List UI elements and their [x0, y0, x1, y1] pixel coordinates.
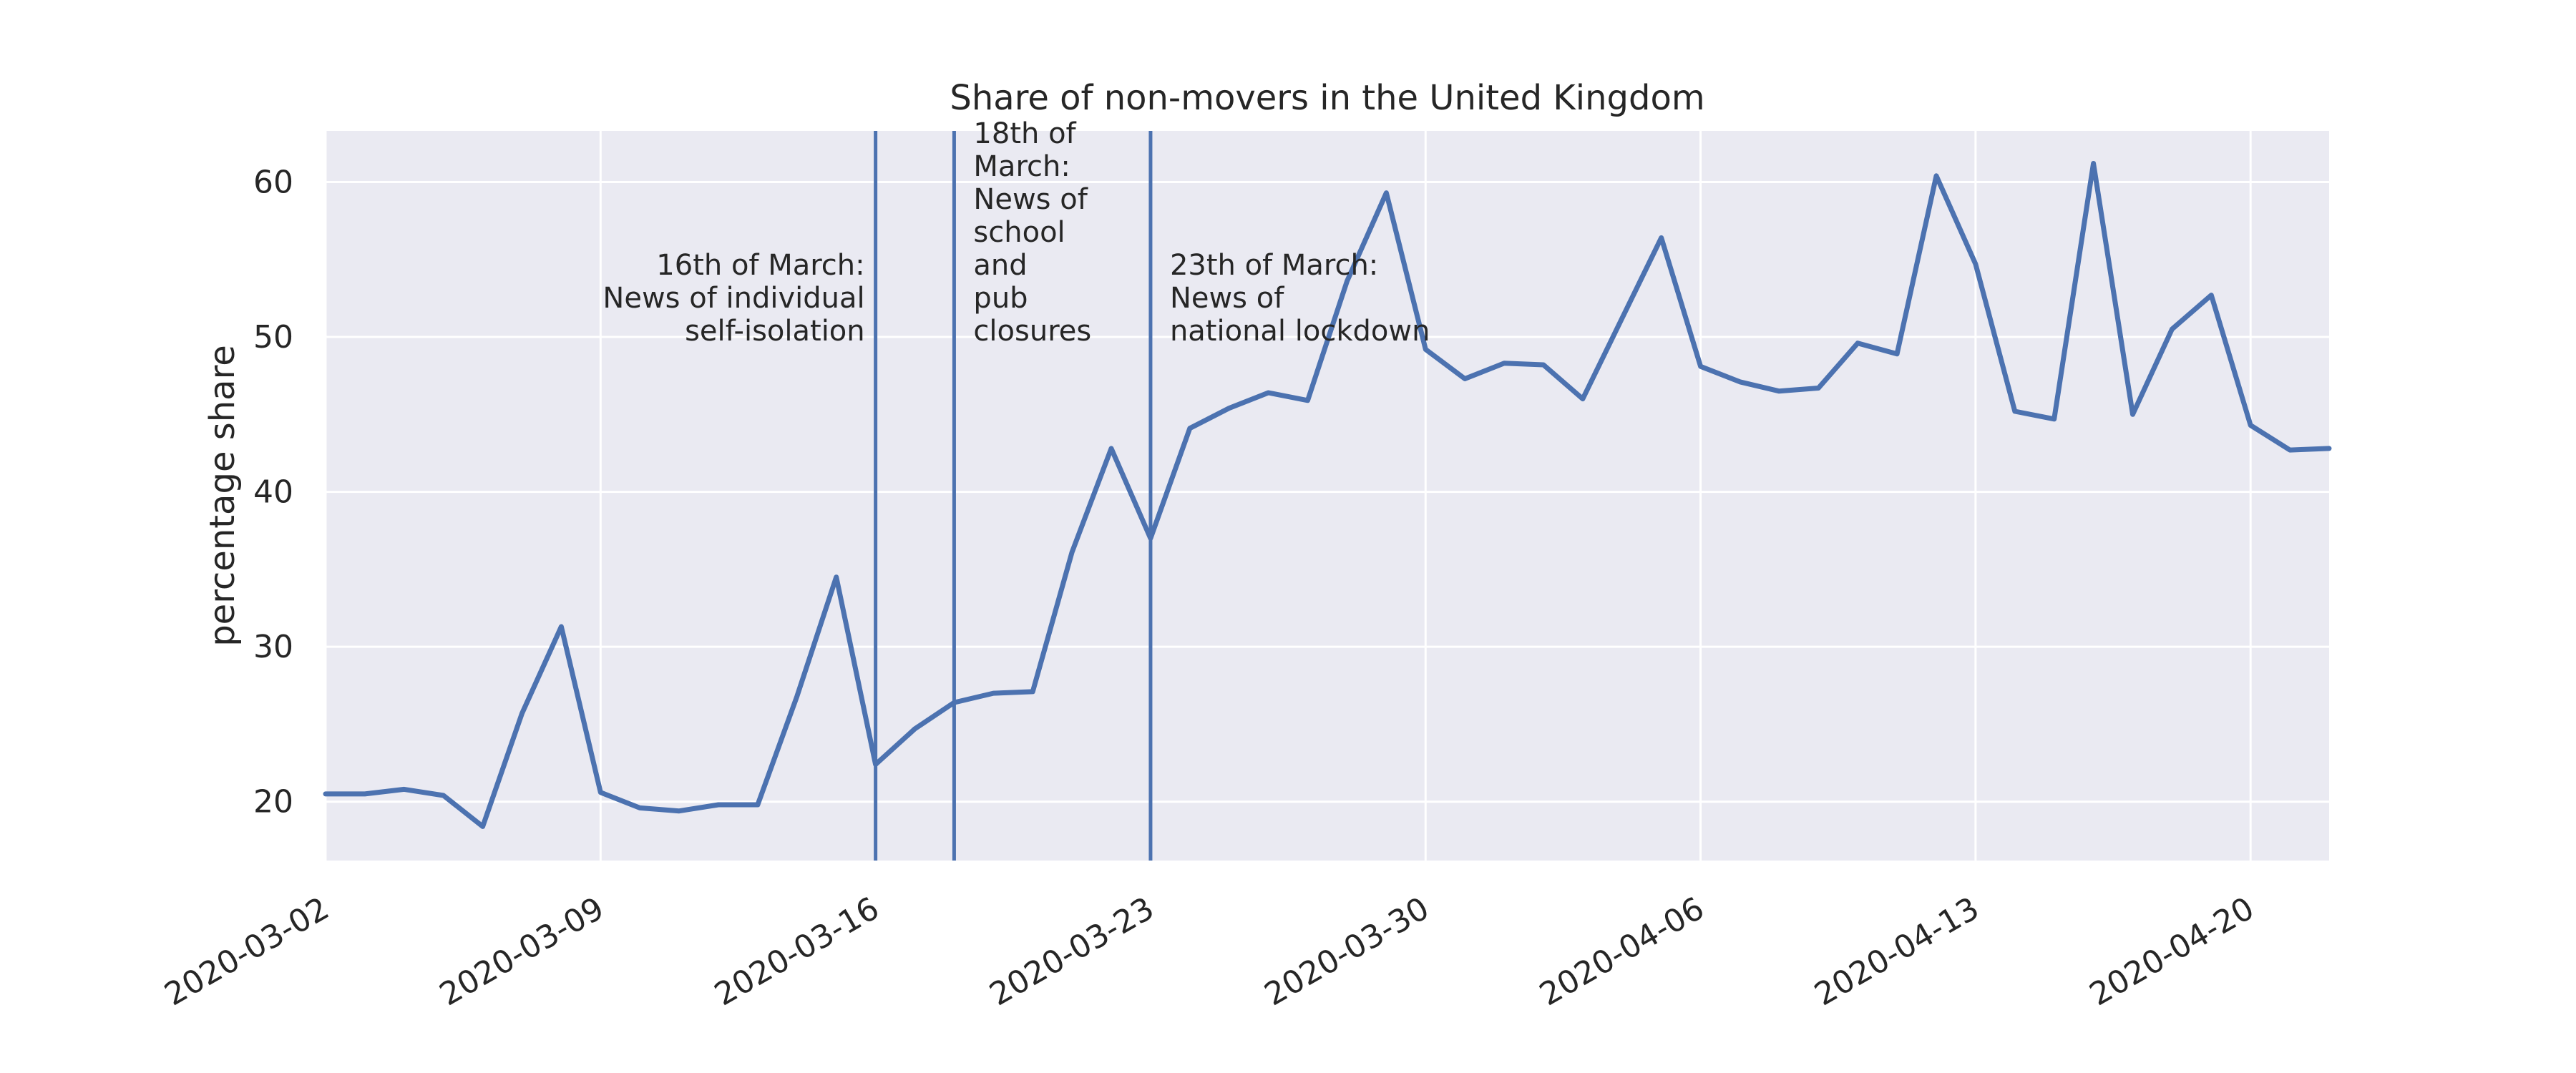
- y-tick-label: 40: [253, 474, 293, 511]
- annotation-line: News of: [973, 183, 1088, 216]
- event-annotation: 16th of March: News of individual self-iso…: [602, 249, 864, 348]
- annotation-line: 18th of: [973, 117, 1076, 150]
- y-tick-labels: 20 30 40 50 60: [253, 164, 293, 820]
- series-group: [323, 161, 2332, 829]
- y-axis-label: percentage share: [203, 345, 243, 647]
- event-annotation: 23th of March: News of national lockdown: [1170, 249, 1430, 348]
- y-tick-label: 20: [253, 784, 293, 820]
- annotation-line: self-isolation: [685, 315, 865, 348]
- x-tick-label: 2020-03-16: [708, 890, 885, 1013]
- event-markers: [874, 131, 1153, 861]
- event-annotation: 18th of March: News of school and pub closures: [973, 117, 1091, 348]
- x-tick-label: 2020-03-30: [1259, 890, 1435, 1013]
- x-tick-label: 2020-04-13: [1808, 890, 1985, 1013]
- x-tick-label: 2020-04-20: [2084, 890, 2260, 1013]
- annotation-line: 23th of March:: [1170, 249, 1378, 282]
- annotation-line: national lockdown: [1170, 315, 1430, 348]
- y-tick-label: 30: [253, 629, 293, 665]
- y-tick-label: 50: [253, 319, 293, 356]
- annotation-line: News of individual: [602, 282, 864, 315]
- annotations: 16th of March: News of individual self-iso…: [602, 117, 1430, 348]
- chart-title: Share of non-movers in the United Kingdo…: [950, 78, 1704, 118]
- x-tick-label: 2020-03-09: [434, 890, 610, 1013]
- annotation-line: News of: [1170, 282, 1284, 315]
- y-tick-label: 60: [253, 164, 293, 200]
- annotation-line: school: [973, 216, 1065, 249]
- annotation-line: and: [973, 249, 1027, 282]
- annotation-line: 16th of March:: [656, 249, 864, 282]
- grid-lines: [324, 131, 2329, 861]
- x-tick-label: 2020-03-23: [983, 890, 1160, 1013]
- annotation-line: closures: [973, 315, 1091, 348]
- plot-area: [326, 131, 2329, 861]
- annotation-line: pub: [973, 282, 1028, 315]
- x-tick-label: 2020-03-02: [159, 890, 336, 1013]
- series-line: [323, 161, 2332, 829]
- x-tick-labels: 2020-03-02 2020-03-09 2020-03-16 2020-03-23…: [159, 890, 2260, 1013]
- annotation-line: March:: [973, 150, 1070, 183]
- x-tick-label: 2020-04-06: [1533, 890, 1710, 1013]
